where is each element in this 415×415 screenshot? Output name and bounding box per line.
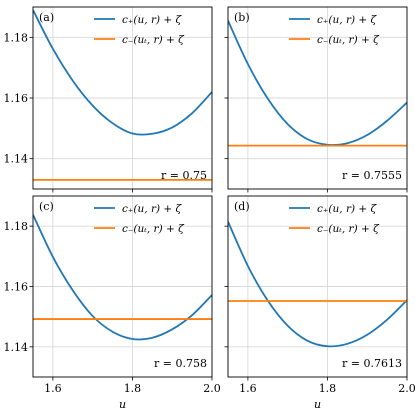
r-value-label: r = 0.75 <box>161 169 207 182</box>
panel-label: (a) <box>39 11 54 24</box>
x-tick-label: 2.0 <box>203 382 221 395</box>
y-tick-label: 1.16 <box>4 92 29 105</box>
legend-entry-label: c₋(uₜ, r) + ζ <box>122 34 185 46</box>
r-value-label: r = 0.7555 <box>342 169 402 182</box>
y-tick-label: 1.18 <box>4 220 29 233</box>
x-tick-label: 2.0 <box>398 382 415 395</box>
series-group <box>33 214 212 341</box>
y-tick-label: 1.18 <box>4 31 29 44</box>
panel-a: 1.14 1.16 1.18 (a) c₊(u, r) + ζ c₋(uₜ, r) + ζ… <box>4 6 213 193</box>
series-line-c-plus <box>33 9 212 136</box>
r-value-label: r = 0.7613 <box>342 357 402 370</box>
legend-entry-label: c₋(uₜ, r) + ζ <box>317 34 380 46</box>
series-line-c-plus <box>33 214 212 341</box>
panel-c: 1.14 1.16 1.18 1.6 1.8 2.0 u (c) c₊(u, r) + ζ c₋(… <box>4 195 221 411</box>
series-group <box>228 20 407 147</box>
panel-b: (b) c₊(u, r) + ζ c₋(uₜ, r) + ζ r = 0.7555 <box>224 6 408 193</box>
legend-entry-label: c₊(u, r) + ζ <box>122 203 183 215</box>
y-tick-label: 1.16 <box>4 281 29 294</box>
r-value-label: r = 0.758 <box>154 357 207 370</box>
legend-entry-label: c₊(u, r) + ζ <box>317 14 378 26</box>
x-tick-label: 1.8 <box>319 382 337 395</box>
panel-label: (d) <box>234 200 250 213</box>
x-tick-label: 1.6 <box>239 382 257 395</box>
x-tick-label: 1.6 <box>44 382 62 395</box>
panel-label: (b) <box>234 11 250 24</box>
legend-entry-label: c₋(uₜ, r) + ζ <box>317 223 380 235</box>
x-axis-label: u <box>314 398 321 411</box>
series-group <box>33 9 212 181</box>
series-line-c-plus <box>228 221 407 348</box>
legend-entry-label: c₊(u, r) + ζ <box>317 203 378 215</box>
y-tick-label: 1.14 <box>4 341 29 354</box>
panel-d: 1.6 1.8 2.0 u (d) c₊(u, r) + ζ c₋(uₜ, r) + ζ r … <box>224 195 415 411</box>
series-group <box>228 221 407 348</box>
series-line-c-plus <box>228 20 407 146</box>
panel-label: (c) <box>39 200 54 213</box>
y-tick-label: 1.14 <box>4 153 29 166</box>
legend-entry-label: c₋(uₜ, r) + ζ <box>122 223 185 235</box>
x-tick-label: 1.8 <box>124 382 142 395</box>
x-axis-label: u <box>119 398 126 411</box>
legend-entry-label: c₊(u, r) + ζ <box>122 14 183 26</box>
